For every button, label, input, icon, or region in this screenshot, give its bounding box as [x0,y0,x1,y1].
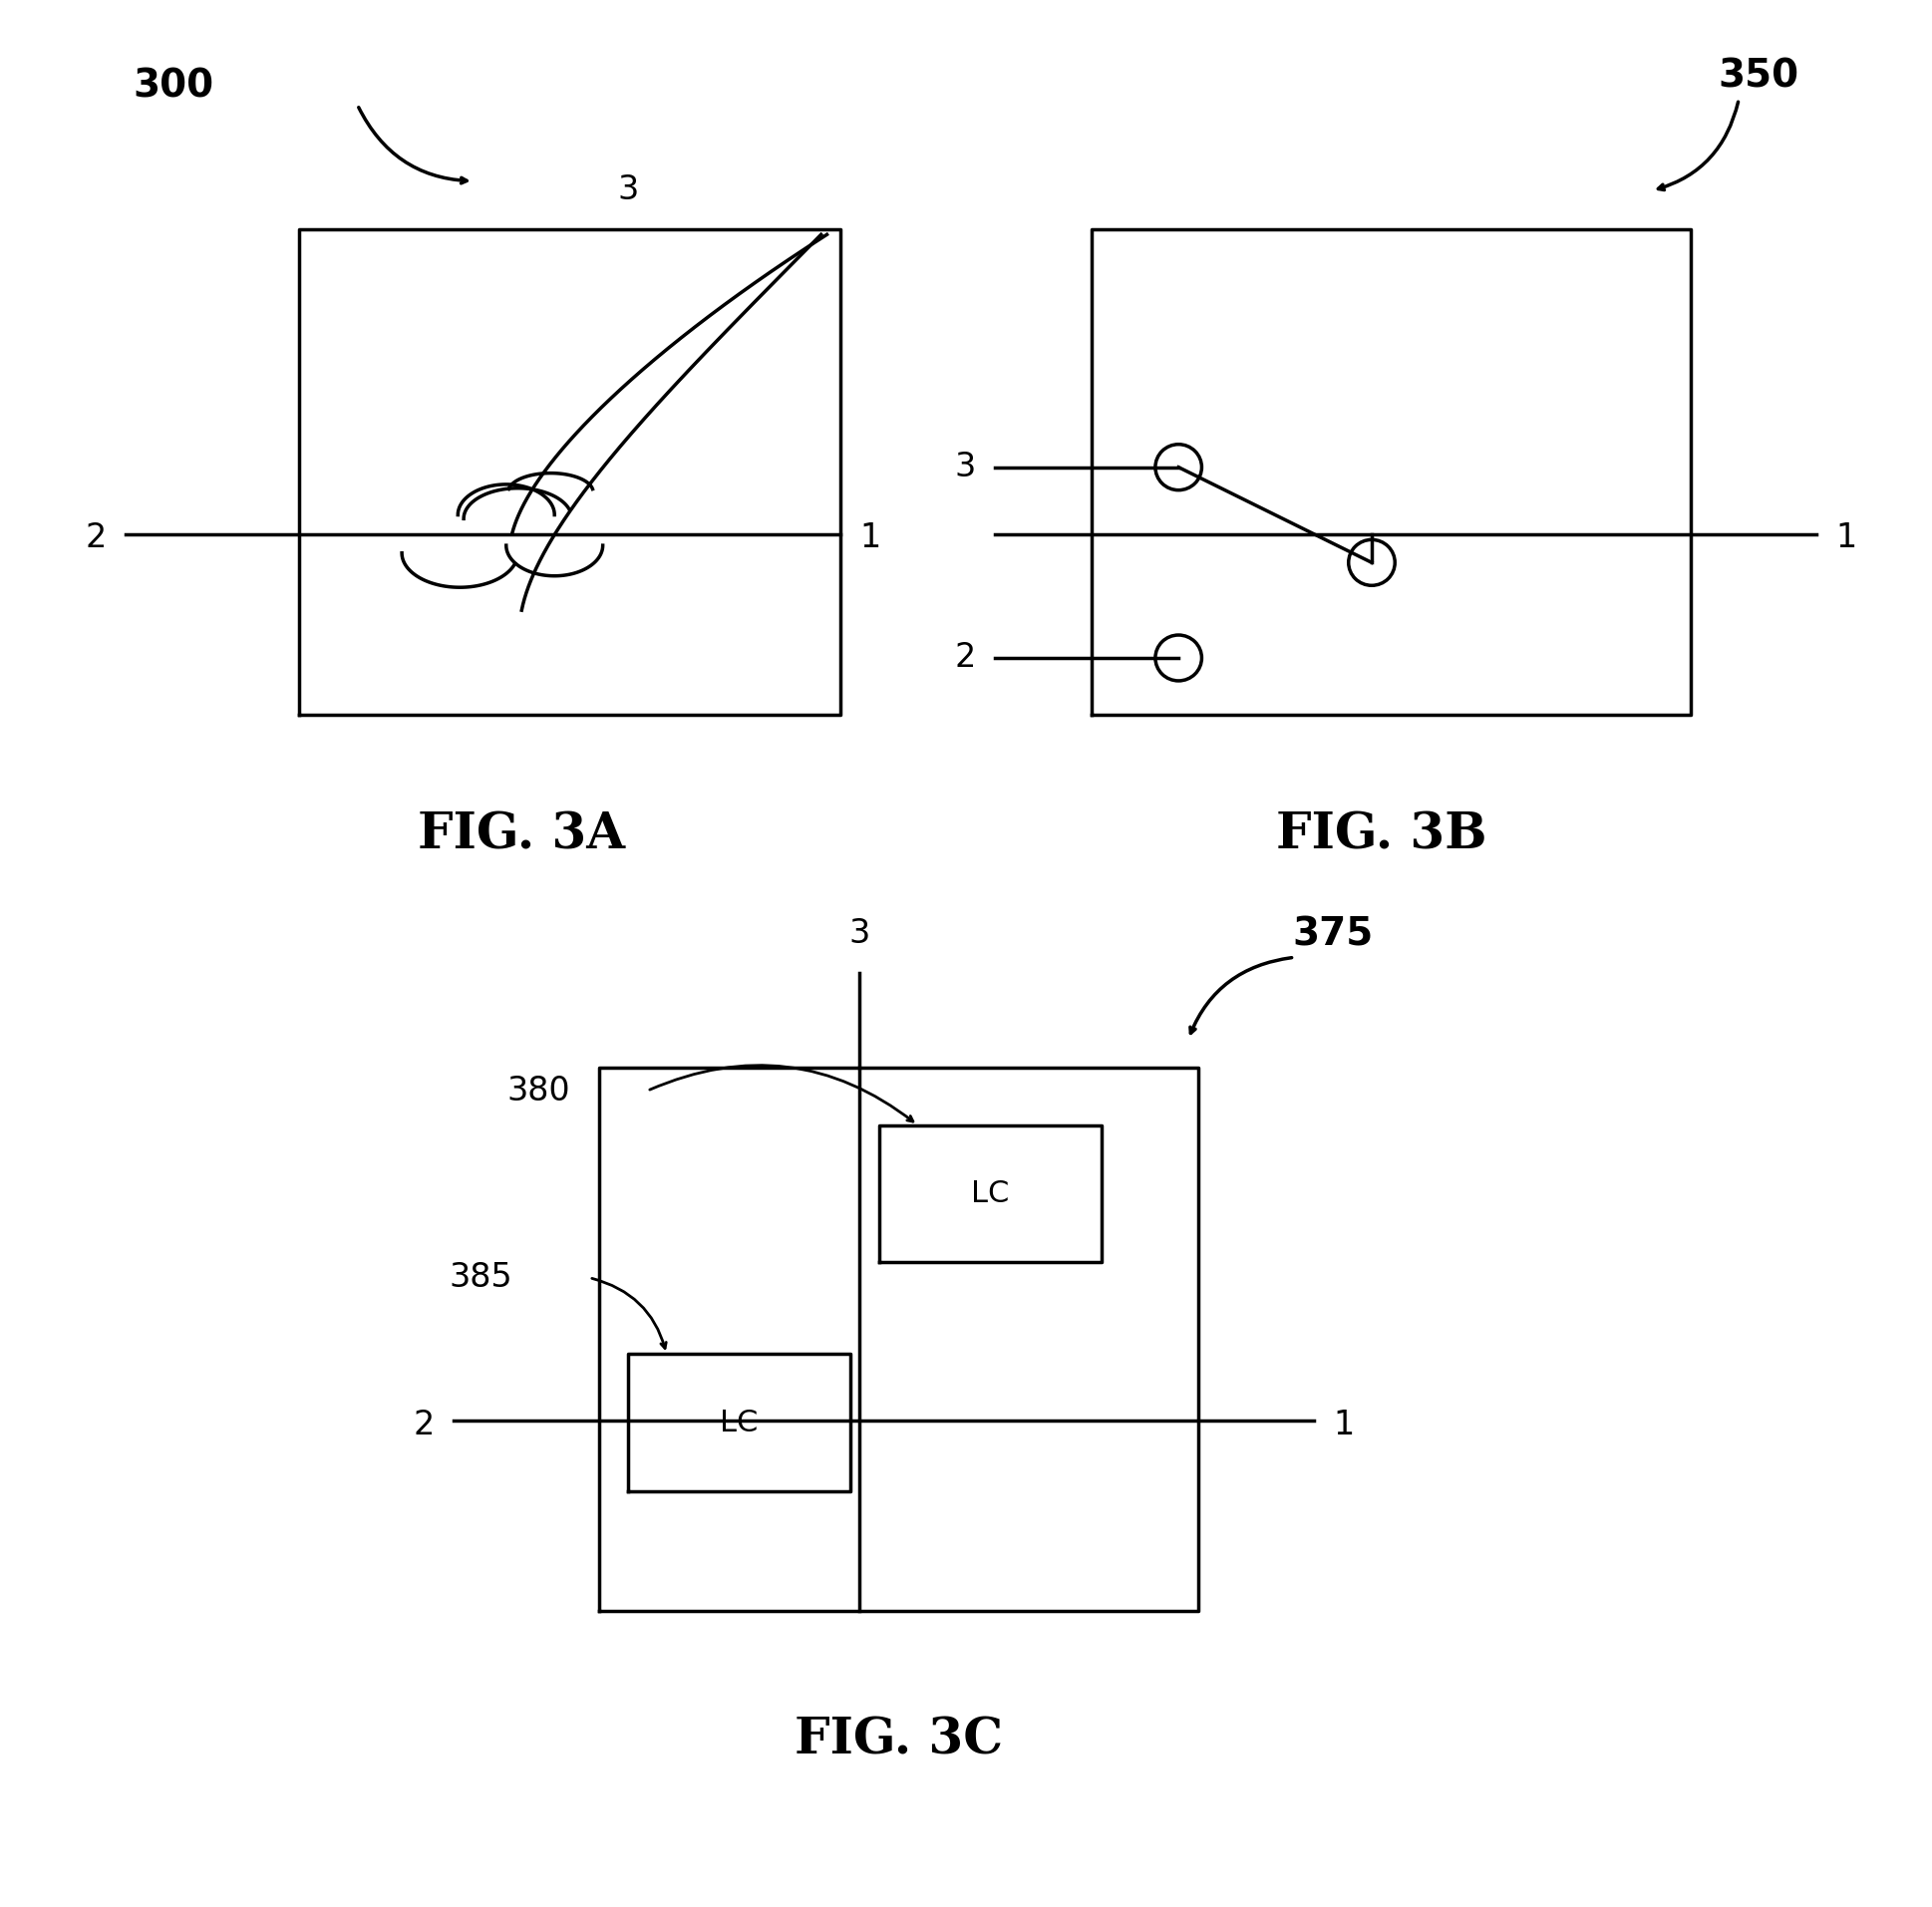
Text: FIG. 3A: FIG. 3A [417,810,626,860]
Text: 300: 300 [133,67,214,105]
Text: 3: 3 [850,917,869,950]
Text: 2: 2 [413,1407,435,1442]
Text: 2: 2 [85,521,106,555]
Text: LC: LC [721,1407,757,1438]
Text: FIG. 3C: FIG. 3C [794,1716,1003,1766]
Text: 1: 1 [860,521,881,555]
Text: 375: 375 [1293,915,1374,954]
Text: 3: 3 [618,174,638,206]
Text: 385: 385 [448,1261,512,1295]
Text: 380: 380 [506,1074,570,1108]
Text: 1: 1 [1835,521,1857,555]
Text: 350: 350 [1718,57,1799,95]
Text: LC: LC [972,1179,1009,1209]
Text: 3: 3 [954,450,976,484]
Text: 1: 1 [1333,1407,1354,1442]
Text: FIG. 3B: FIG. 3B [1275,810,1488,860]
Text: 2: 2 [954,641,976,675]
